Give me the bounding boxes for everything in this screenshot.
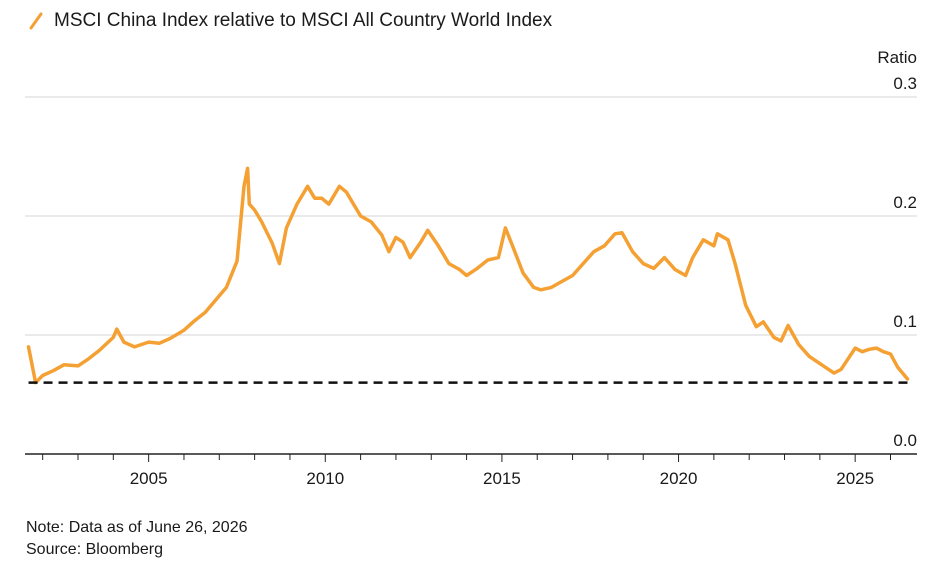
x-tick-label: 2010 <box>306 469 344 488</box>
y-tick-label: 0.1 <box>893 312 917 331</box>
y-tick-label: 0.0 <box>893 431 917 450</box>
note-text: Note: Data as of June 26, 2026 <box>26 519 248 536</box>
chart-notes: Note: Data as of June 26, 2026 Source: B… <box>26 517 247 561</box>
legend-line-icon <box>29 12 43 30</box>
y-tick-label: 0.3 <box>893 74 917 93</box>
series-line <box>26 166 910 385</box>
x-tick-label: 2005 <box>130 469 168 488</box>
legend-label: MSCI China Index relative to MSCI All Co… <box>54 10 553 31</box>
line-chart: Ratio 0.3 0.2 0.1 0.0 2005 2010 2015 2020 2025 <box>25 48 917 488</box>
x-tick-label: 2020 <box>660 469 698 488</box>
x-tick-label: 2025 <box>836 469 874 488</box>
chart-legend: MSCI China Index relative to MSCI All Co… <box>28 8 552 34</box>
x-tick-label: 2015 <box>483 469 521 488</box>
y-axis-label: Ratio <box>877 48 917 67</box>
source-text: Source: Bloomberg <box>26 541 163 558</box>
y-tick-label: 0.2 <box>893 193 917 212</box>
